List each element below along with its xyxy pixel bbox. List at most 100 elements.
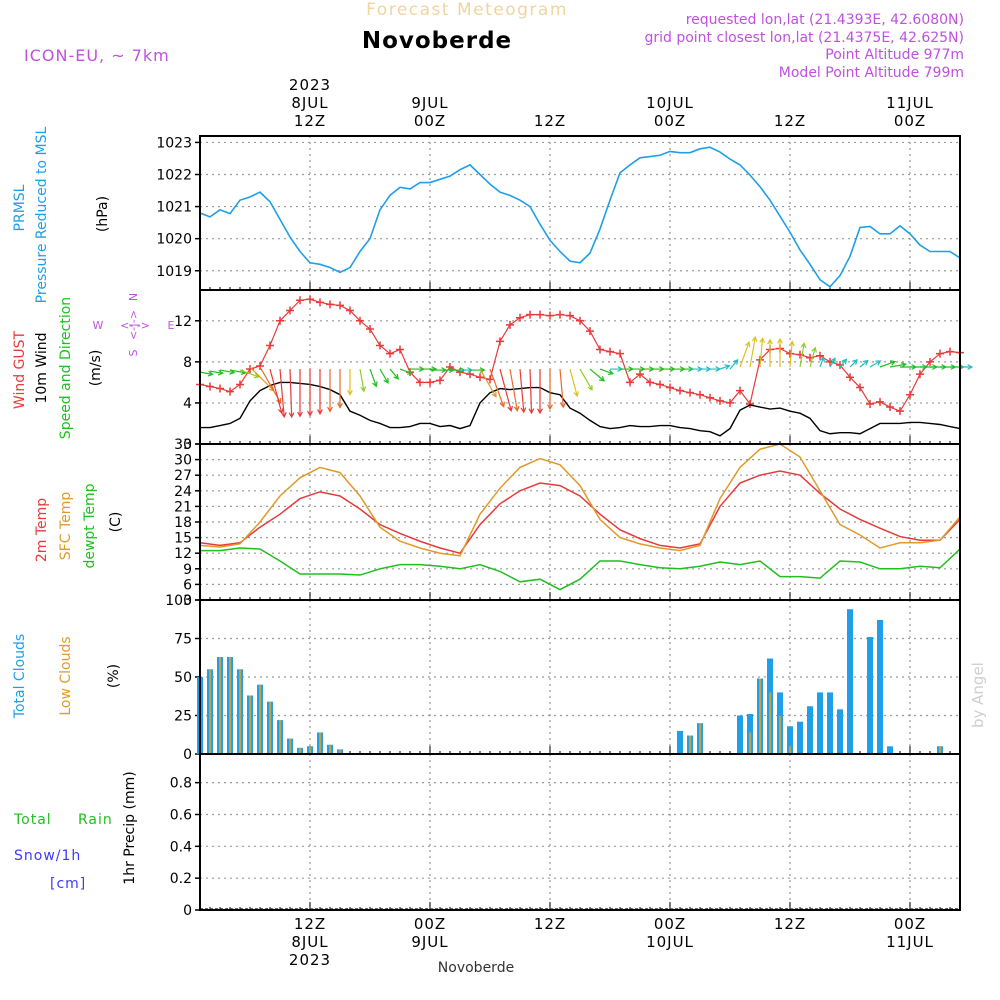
cloud-unit-label: (%) (106, 664, 122, 688)
low-cloud-bar (209, 669, 212, 754)
gust-marker (576, 316, 584, 325)
gust-marker (946, 347, 954, 356)
panel-frame (199, 135, 961, 291)
low-cloud-bar (339, 749, 342, 754)
total-label: Total (13, 812, 52, 828)
y-tick-label: 75 (174, 632, 192, 648)
wind-arrow (199, 370, 214, 377)
gust-marker (526, 310, 534, 319)
y-tick-label: 25 (174, 709, 192, 725)
top-time-label: 8JUL (291, 94, 328, 112)
gust-marker (286, 306, 294, 315)
wind-arrow (799, 342, 807, 368)
gust-marker (356, 316, 364, 325)
point-altitude: Point Altitude 977m (825, 47, 964, 63)
gust-marker (636, 370, 644, 379)
top-time-label: 9JUL (411, 94, 448, 112)
y-tick-label: 0.2 (170, 871, 192, 887)
gust-marker (876, 397, 884, 406)
y-tick-label: 1022 (156, 168, 192, 184)
total-cloud-bar (847, 609, 853, 754)
gust-marker (256, 361, 264, 370)
wind-arrow (547, 369, 553, 411)
top-time-label: 00Z (894, 112, 926, 130)
requested-coords: requested lon,lat (21.4393E, 42.6080N) (686, 12, 964, 28)
model-label: ICON-EU, ~ 7km (24, 46, 170, 65)
gust-marker (896, 407, 904, 416)
wind-arrow (729, 358, 739, 370)
y-tick-label: 8 (183, 355, 192, 371)
dir-east: E (168, 319, 175, 332)
y-tick-label: 15 (174, 531, 192, 547)
gust-marker (606, 347, 614, 356)
low-cloud-bar (229, 656, 232, 754)
gust-marker (716, 396, 724, 405)
total-cloud-bar (807, 706, 813, 754)
cloud-panel-labels: Total Clouds Low Clouds (%) (12, 634, 122, 719)
dir-ns-line: <-|-> (127, 310, 140, 340)
y-tick-label: 0 (183, 903, 192, 919)
top-time-label: 00Z (414, 112, 446, 130)
snow-unit-label: [cm] (50, 876, 86, 892)
gust-marker (306, 295, 314, 304)
gust-marker (476, 373, 484, 382)
gust-marker (396, 345, 404, 354)
precip-panel-labels: Total Rain Snow/1h [cm] 1hr Precip (mm) (13, 771, 138, 892)
y-tick-label: 21 (174, 499, 192, 515)
y-tick-label: 18 (174, 515, 192, 531)
wind-arrow (869, 360, 882, 368)
y-tick-label: 9 (183, 562, 192, 578)
bottom-time-label: 12Z (534, 915, 566, 933)
gust-marker (786, 349, 794, 358)
gust-marker (266, 341, 274, 350)
low-cloud-bar (279, 720, 282, 754)
low-cloud-bar (769, 692, 772, 754)
wind-arrow (559, 369, 566, 409)
chart-marks: 1019102010211022102304812369121518212427… (156, 76, 974, 969)
gust-line (199, 298, 961, 412)
total-cloud-bar (817, 692, 823, 754)
low-cloud-bar (319, 732, 322, 754)
wind-arrow (528, 369, 535, 415)
wind-arrow (710, 366, 722, 372)
low-cloud-bar (299, 747, 302, 754)
wind-arrow (489, 368, 506, 408)
gust-marker (696, 390, 704, 399)
gust-marker (626, 378, 634, 387)
wind-arrow (307, 369, 313, 417)
total-cloud-bar (837, 709, 843, 754)
wind-arrow (960, 364, 974, 370)
y-tick-label: 0.8 (170, 776, 192, 792)
y-tick-label: 1019 (156, 264, 192, 280)
low-cloud-bar (789, 746, 792, 754)
wind-arrow (700, 366, 712, 372)
gust-marker (506, 320, 514, 329)
wind-arrow (879, 360, 897, 368)
low-cloud-bar (939, 746, 942, 754)
top-time-label: 10JUL (646, 94, 694, 112)
total-cloud-label: Total Clouds (12, 634, 28, 719)
wind-arrow (839, 358, 848, 368)
y-tick-label: 1023 (156, 135, 192, 151)
wind-arrow (819, 356, 825, 368)
gust-marker (226, 387, 234, 396)
gust-marker (706, 393, 714, 402)
y-tick-label: 4 (183, 396, 192, 412)
t2m-label: 2m Temp (34, 498, 50, 562)
wind-arrow (379, 368, 389, 384)
panel-frame (199, 753, 961, 911)
gust-marker (646, 378, 654, 387)
dir-west: W (93, 319, 104, 332)
wind-arrow (509, 368, 520, 413)
panel-1-axes: 0 4 8 12 (174, 290, 960, 453)
bottom-time-label: 11JUL (886, 933, 934, 951)
gust-marker (276, 316, 284, 325)
precip-unit-label: 1hr Precip (mm) (122, 771, 138, 884)
y-tick-label: 0.6 (170, 807, 192, 823)
gust-marker (746, 399, 754, 408)
wind-arrow (759, 337, 766, 368)
t2m-line (199, 470, 961, 555)
y-tick-label: 1020 (156, 232, 192, 248)
gust-marker (206, 382, 214, 391)
